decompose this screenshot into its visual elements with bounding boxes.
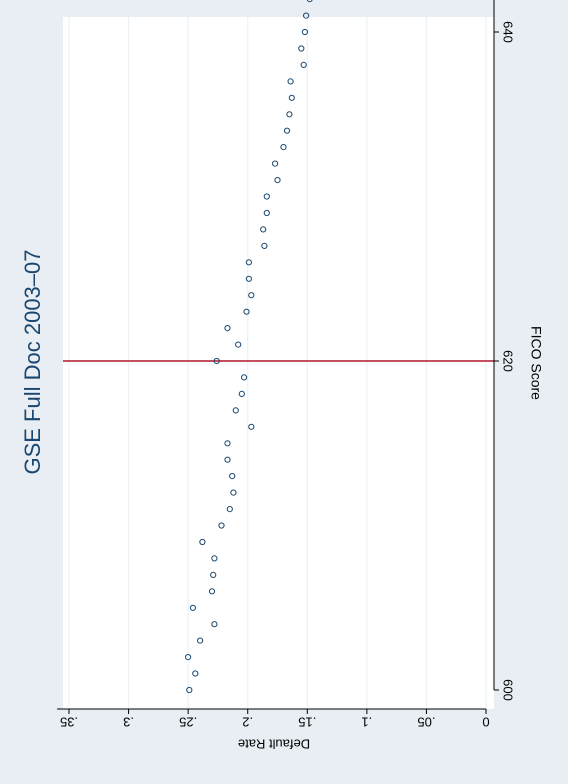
data-point	[199, 538, 206, 546]
data-point	[263, 209, 270, 217]
chart-title: GSE Full Doc 2003–07	[20, 249, 45, 474]
data-point	[301, 28, 308, 36]
data-point	[232, 407, 239, 414]
data-point	[224, 325, 231, 332]
data-point	[224, 440, 231, 447]
data-point	[186, 686, 193, 694]
y-tick-label: .05	[417, 715, 435, 730]
x-tick-label: 600	[501, 679, 516, 701]
data-point	[192, 670, 199, 677]
data-point	[274, 177, 281, 184]
data-point	[211, 621, 218, 628]
data-point	[260, 226, 267, 233]
data-point	[300, 61, 307, 69]
y-tick-label: 0	[482, 715, 489, 730]
data-point	[306, 0, 313, 3]
data-point	[230, 489, 237, 496]
data-point	[298, 45, 305, 52]
plot-area	[63, 17, 494, 709]
data-points	[185, 0, 313, 694]
data-point	[272, 160, 279, 167]
y-tick-label: .3	[123, 715, 134, 730]
data-point	[238, 390, 245, 397]
reference-lines	[63, 360, 494, 362]
data-point	[245, 259, 252, 266]
data-point	[211, 555, 218, 562]
data-point	[283, 127, 291, 134]
data-point	[185, 654, 192, 661]
data-point	[287, 78, 294, 85]
data-point	[213, 357, 220, 365]
y-tick-label: .1	[361, 715, 372, 730]
data-point	[208, 588, 216, 595]
x-axis-title: FICO Score	[528, 326, 544, 400]
data-point	[235, 341, 242, 348]
data-point	[261, 242, 268, 249]
data-point	[224, 456, 231, 463]
data-point	[218, 522, 225, 529]
data-point	[263, 193, 270, 200]
data-point	[229, 473, 236, 480]
data-point	[286, 111, 293, 118]
data-point	[226, 506, 233, 513]
y-axis-title: Default Rate	[238, 737, 310, 752]
data-point	[189, 604, 196, 611]
data-point	[280, 144, 287, 151]
data-point	[197, 637, 204, 644]
y-tick-label: .15	[298, 715, 316, 730]
x-tick-label: 640	[501, 21, 516, 43]
data-point	[241, 374, 248, 381]
y-tick-label: .35	[60, 715, 78, 730]
data-point	[303, 12, 310, 19]
data-point	[243, 308, 250, 315]
data-point	[288, 94, 295, 101]
data-point	[210, 571, 217, 579]
data-point	[245, 275, 252, 282]
gridlines	[68, 17, 487, 709]
data-point	[248, 423, 255, 430]
data-point	[248, 292, 255, 299]
y-tick-label: .2	[242, 715, 253, 730]
axes	[57, 0, 499, 714]
axis-labels: 0.05.1.15.2.25.3.35600620640660680Defaul…	[20, 21, 544, 752]
x-tick-label: 620	[501, 350, 516, 372]
y-tick-label: .25	[179, 715, 197, 730]
